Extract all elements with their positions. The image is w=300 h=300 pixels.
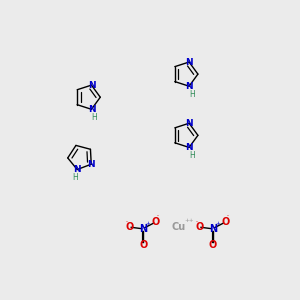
Text: O: O [151, 217, 160, 227]
Text: N: N [88, 81, 95, 90]
Text: -: - [195, 219, 197, 224]
Text: H: H [189, 151, 194, 160]
Text: -: - [126, 219, 127, 224]
Text: O: O [125, 222, 134, 232]
Text: ++: ++ [184, 218, 194, 223]
Text: N: N [185, 82, 193, 91]
Text: N: N [88, 105, 95, 114]
Text: O: O [195, 222, 203, 232]
Text: N: N [139, 224, 147, 234]
Text: N: N [74, 165, 81, 174]
Text: Cu: Cu [171, 222, 185, 232]
Text: O: O [221, 217, 229, 227]
Text: O: O [209, 239, 217, 250]
Text: O: O [139, 239, 147, 250]
Text: N: N [87, 160, 95, 169]
Text: H: H [91, 113, 97, 122]
Text: +: + [146, 221, 151, 226]
Text: N: N [185, 143, 193, 152]
Text: N: N [185, 119, 193, 128]
Text: -: - [227, 214, 229, 219]
Text: N: N [185, 58, 193, 67]
Text: N: N [209, 224, 217, 234]
Text: +: + [216, 221, 220, 226]
Text: -: - [157, 214, 159, 219]
Text: H: H [72, 173, 78, 182]
Text: H: H [189, 90, 194, 99]
